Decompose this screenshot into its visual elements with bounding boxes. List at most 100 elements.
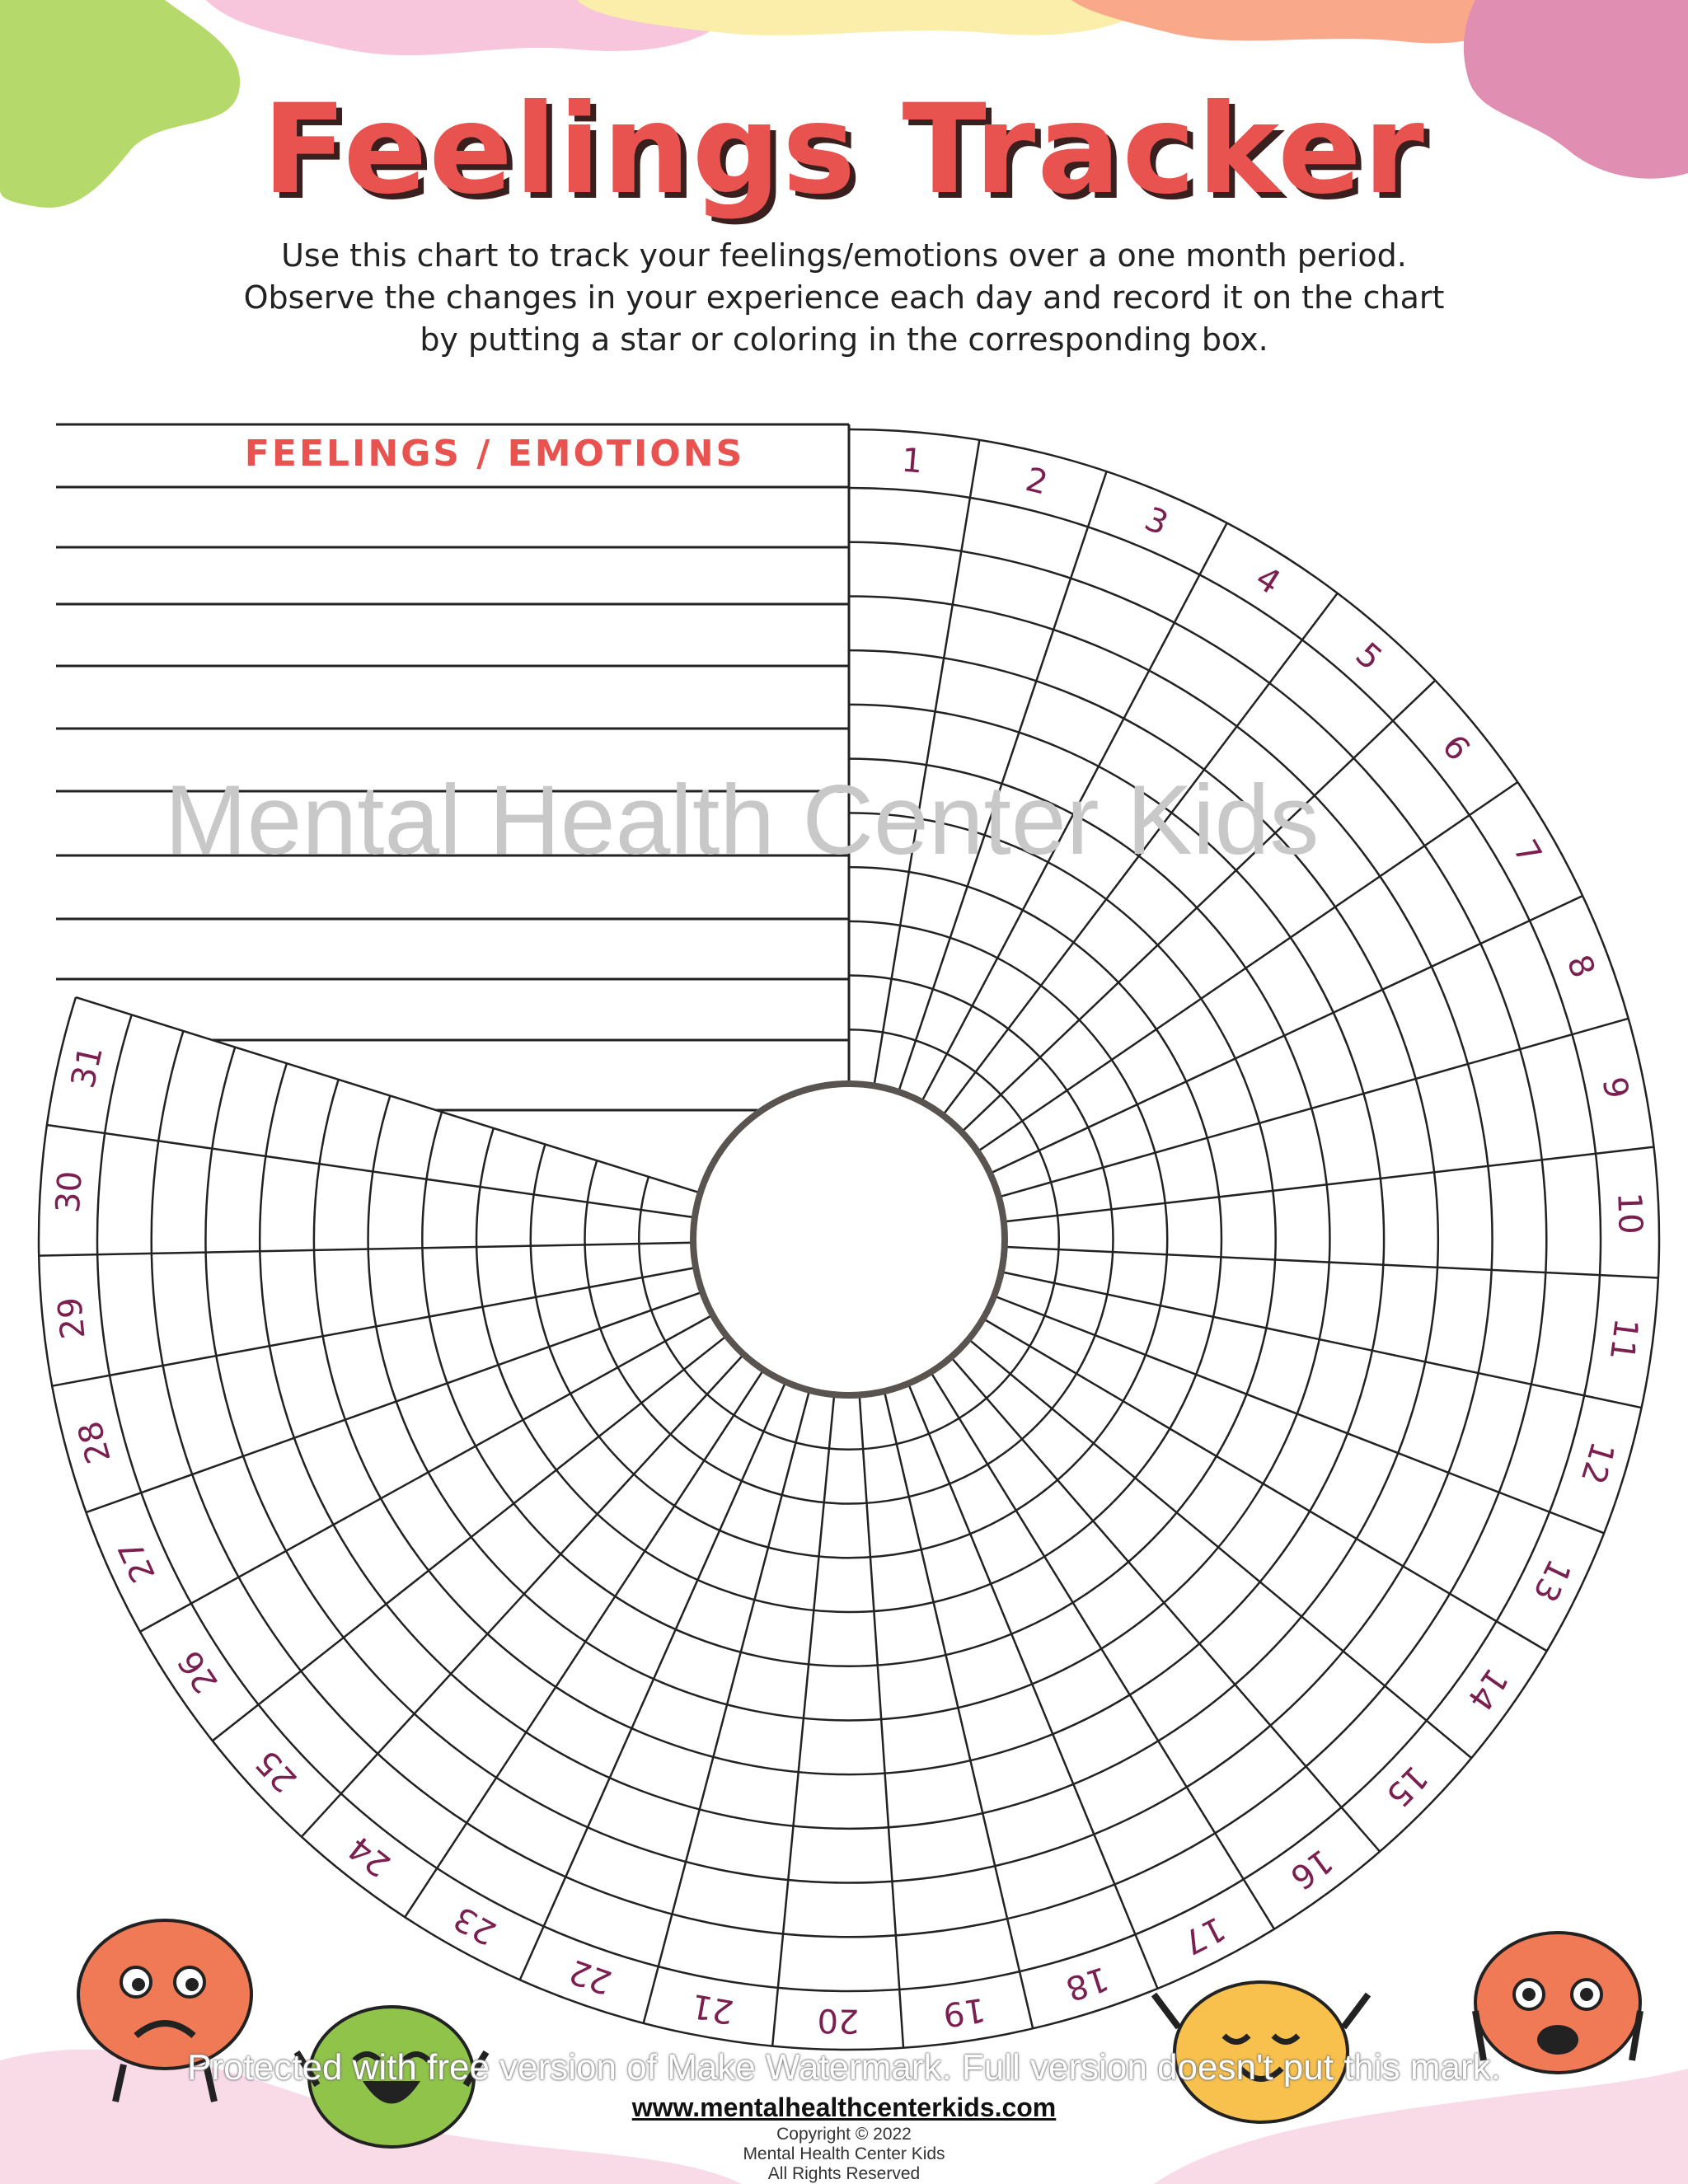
day-cell[interactable] xyxy=(1213,1257,1275,1328)
day-divider xyxy=(873,439,981,1086)
day-cell[interactable] xyxy=(874,1602,945,1665)
day-label: 13 xyxy=(1526,1554,1578,1608)
day-divider xyxy=(941,593,1339,1116)
feeling-entry-row[interactable] xyxy=(66,551,832,601)
day-cell[interactable] xyxy=(531,1194,588,1245)
day-cell[interactable] xyxy=(97,1133,158,1254)
day-divider xyxy=(907,1383,1159,1990)
day-cell[interactable] xyxy=(814,1556,874,1611)
day-cell[interactable] xyxy=(422,1247,482,1317)
yellow-blob xyxy=(577,0,1154,35)
day-label: 12 xyxy=(1573,1437,1622,1488)
day-cell[interactable] xyxy=(1273,1184,1329,1262)
day-cell[interactable] xyxy=(1160,1254,1221,1317)
day-divider xyxy=(897,471,1108,1093)
ring-line xyxy=(584,974,1114,1505)
feeling-entry-row[interactable] xyxy=(66,732,832,788)
feeling-entry-row[interactable] xyxy=(66,490,832,544)
day-cell[interactable] xyxy=(824,1449,867,1504)
day-cell[interactable] xyxy=(314,1249,376,1337)
day-cell[interactable] xyxy=(1320,1263,1384,1351)
day-cell[interactable] xyxy=(368,1172,427,1249)
day-divider xyxy=(518,1381,787,1980)
day-label: 14 xyxy=(1460,1661,1515,1718)
day-cell[interactable] xyxy=(788,1826,892,1883)
feeling-entry-row[interactable] xyxy=(66,607,832,663)
day-cell[interactable] xyxy=(476,1246,536,1307)
day-cell[interactable] xyxy=(534,1145,598,1202)
day-cell[interactable] xyxy=(206,1251,270,1356)
day-cell[interactable] xyxy=(314,1164,373,1250)
day-cell[interactable] xyxy=(1381,1172,1438,1267)
day-cell[interactable] xyxy=(1434,1166,1492,1270)
day-cell[interactable] xyxy=(849,488,970,551)
instruction-line: Observe the changes in your experience e… xyxy=(243,279,1445,316)
list-header: FEELINGS / EMOTIONS xyxy=(245,433,744,475)
day-cell[interactable] xyxy=(260,1156,319,1251)
instruction-line: Use this chart to track your feelings/em… xyxy=(281,237,1407,274)
day-cell[interactable] xyxy=(849,542,961,605)
day-cell[interactable] xyxy=(1111,1203,1167,1254)
instructions: Use this chart to track your feelings/em… xyxy=(0,235,1688,361)
day-cell[interactable] xyxy=(829,1394,863,1450)
day-cell[interactable] xyxy=(793,1772,889,1829)
day-cell[interactable] xyxy=(849,705,935,765)
day-cell[interactable] xyxy=(1327,1179,1385,1265)
day-cell[interactable] xyxy=(849,650,944,711)
day-cell[interactable] xyxy=(799,1718,885,1774)
day-label: 7 xyxy=(1505,834,1549,871)
feeling-entry-row[interactable] xyxy=(66,922,832,976)
green-blob xyxy=(0,0,241,208)
ring-line xyxy=(367,757,1331,1722)
day-label: 24 xyxy=(341,1828,397,1884)
day-divider xyxy=(771,1394,836,2046)
day-cell[interactable] xyxy=(809,1610,878,1666)
day-cell[interactable] xyxy=(849,867,909,926)
bottom-pink-blob-right xyxy=(1154,2069,1688,2184)
day-cell[interactable] xyxy=(152,1141,213,1254)
feeling-entry-row[interactable] xyxy=(66,669,832,725)
day-label: 30 xyxy=(49,1169,90,1214)
day-label: 9 xyxy=(1594,1074,1635,1102)
day-label: 11 xyxy=(1602,1316,1645,1362)
day-cell[interactable] xyxy=(783,1880,896,1937)
day-divider xyxy=(1004,1245,1658,1279)
day-cell[interactable] xyxy=(1542,1154,1601,1275)
day-label: 27 xyxy=(111,1535,163,1588)
day-label: 3 xyxy=(1139,500,1174,543)
day-cell[interactable] xyxy=(878,1655,959,1719)
feeling-entry-row[interactable] xyxy=(66,859,832,916)
day-cell[interactable] xyxy=(1057,1209,1113,1252)
day-cell[interactable] xyxy=(205,1149,265,1253)
day-cell[interactable] xyxy=(849,759,926,818)
website-link[interactable]: www.mentalhealthcenterkids.com xyxy=(631,2093,1057,2122)
day-divider xyxy=(998,1017,1629,1198)
day-cell[interactable] xyxy=(1488,1160,1546,1272)
day-label: 29 xyxy=(51,1296,93,1341)
day-divider xyxy=(989,894,1583,1174)
feeling-entry-row[interactable] xyxy=(66,794,832,852)
day-cell[interactable] xyxy=(849,921,900,979)
day-cell[interactable] xyxy=(804,1664,881,1720)
day-cell[interactable] xyxy=(1165,1197,1221,1257)
day-label: 10 xyxy=(1610,1192,1649,1235)
day-cell[interactable] xyxy=(849,813,917,872)
day-cell[interactable] xyxy=(778,1933,899,1991)
day-cell[interactable] xyxy=(819,1502,870,1558)
outer-ring xyxy=(37,428,1661,2051)
day-cell[interactable] xyxy=(260,1250,322,1346)
day-cell[interactable] xyxy=(368,1248,429,1326)
day-label: 28 xyxy=(71,1417,119,1467)
day-label: 15 xyxy=(1378,1758,1434,1815)
feeling-entry-row[interactable] xyxy=(66,982,832,1037)
day-cell[interactable] xyxy=(849,596,953,658)
day-cell[interactable] xyxy=(1266,1259,1329,1339)
day-divider xyxy=(993,1295,1605,1535)
day-cell[interactable] xyxy=(422,1179,480,1249)
day-label: 19 xyxy=(940,1990,987,2034)
day-cell[interactable] xyxy=(1219,1191,1276,1260)
day-cell[interactable] xyxy=(476,1187,534,1247)
day-cell[interactable] xyxy=(588,1160,649,1210)
day-label: 18 xyxy=(1062,1959,1114,2008)
